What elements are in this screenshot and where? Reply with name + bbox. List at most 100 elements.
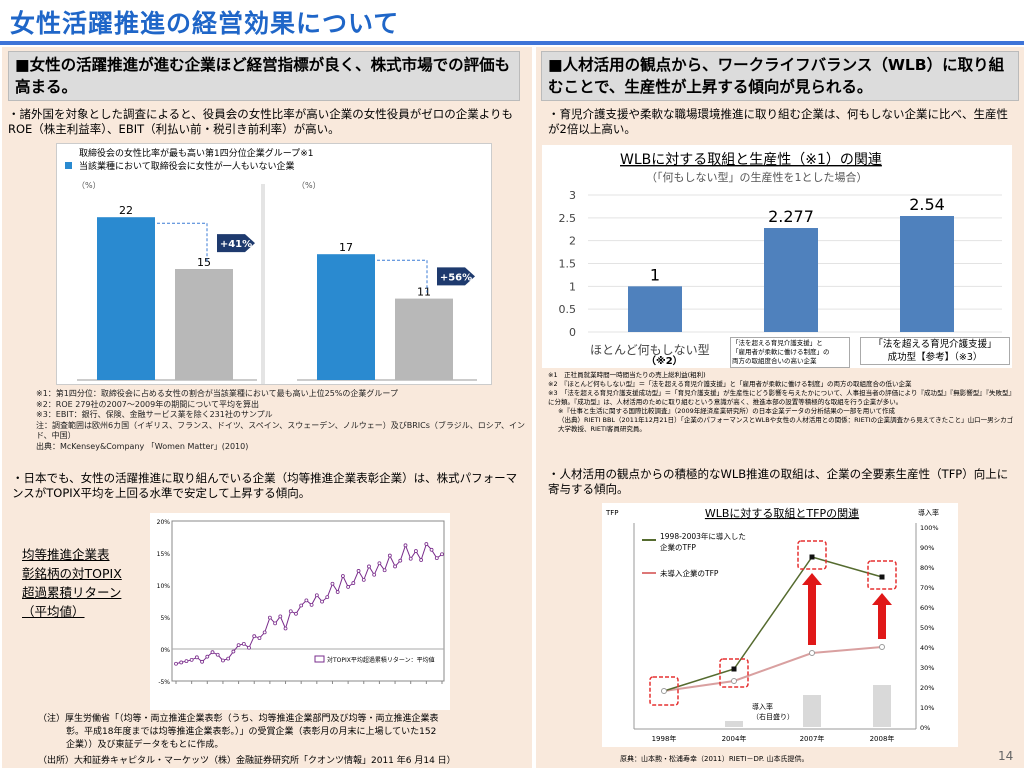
note-2: ※2：ROE 279社の2007～2009年の期間について平均を算出: [36, 399, 259, 409]
productivity-ytick: 1.5: [559, 258, 577, 271]
category-3-line-1: 「法を超える育児介護支援」: [873, 339, 997, 350]
right-unit: （%）: [297, 181, 321, 190]
right-gain-label: +56%: [440, 272, 472, 283]
topix-point: [179, 660, 184, 665]
tfp-right-tick: 30%: [920, 664, 934, 672]
tfp-highlight-box: [867, 560, 897, 590]
productivity-ytick: 3: [569, 189, 576, 202]
tfp-chart: WLBに対する取組とTFPの関連 TFP 導入率 100% 90% 80% 70% 60…: [602, 503, 958, 747]
productivity-ytick: 1: [569, 280, 576, 293]
topix-point: [335, 590, 340, 594]
right-note-1: ※1 正社員就業時間一時間当たりの売上総利益(粗利): [548, 371, 706, 379]
caption-line-2: 彰銘柄の対TOPIX: [22, 566, 122, 581]
right-bullet-1: ・育児介護支援や柔軟な職場環境推進に取り組む企業は、何もしない企業に比べ、生産性…: [548, 107, 1008, 136]
tfp-right-tick: 50%: [920, 624, 934, 632]
topix-point: [299, 603, 304, 608]
tfp-xtick: 2007年: [800, 734, 825, 743]
tfp-increase-arrow: [802, 573, 822, 645]
tfp-adoption-bar: [803, 695, 821, 727]
tfp-point-nonadopter: [809, 650, 815, 656]
productivity-chart: WLBに対する取組と生産性（※1）の関連 （「何もしない型」の生産性を1とした場…: [542, 145, 1012, 368]
tfp-right-tick: 40%: [920, 644, 934, 652]
category-1-label: ほとんど何もしない型: [590, 343, 710, 357]
tfp-highlight-box: [719, 658, 749, 688]
topix-point: [278, 614, 283, 619]
tfp-right-tick: 80%: [920, 564, 934, 572]
tfp-line-nonadopter: [663, 646, 883, 692]
tfp-highlight-box: [797, 540, 827, 570]
topix-point: [346, 585, 351, 589]
topix-point: [408, 556, 413, 561]
tfp-point-adopter: [879, 574, 885, 580]
tfp-point-nonadopter: [731, 678, 737, 684]
topix-point: [210, 650, 215, 655]
left-bullet-2: ・日本でも、女性の活躍推進に取り組んでいる企業（均等推進企業表彰企業）は、株式パ…: [12, 471, 518, 500]
page-title: 女性活躍推進の経営効果について: [10, 9, 400, 38]
caption-line-1: 均等推進企業表: [22, 547, 110, 562]
tfp-right-tick: 60%: [920, 604, 934, 612]
right-source: 原典：山本勲・松浦寿幸（2011）RIETI－DP. 山本氏提供。: [620, 755, 809, 763]
topix-point: [429, 547, 434, 552]
left-footnote: （注）厚生労働省「（均等・両立推進企業表彰（うち、均等推進企業部門及び均等・両立…: [38, 713, 498, 752]
left-bar-1: [97, 217, 155, 380]
topix-point: [304, 598, 309, 603]
topix-legend: 対TOPIX平均超過累積リターン：平均値: [327, 656, 435, 664]
topix-point: [174, 661, 178, 666]
left-source: （出所）大和証券キャピタル・マーケッツ（株）金融証券研究所「クオンツ情報」201…: [38, 756, 456, 766]
topix-point: [309, 602, 314, 607]
productivity-svg: WLBに対する取組と生産性（※1）の関連 （「何もしない型」の生産性を1とした場…: [559, 152, 1002, 367]
tfp-xtick: 1998年: [652, 734, 677, 743]
left-bullet-1: ・諸外国を対象とした調査によると、役員会の女性比率が高い企業の女性役員がゼロの企…: [8, 107, 513, 136]
topix-point: [194, 655, 199, 660]
topix-ytick: 0%: [160, 647, 170, 654]
topix-point: [403, 543, 408, 548]
tfp-right-tick: 90%: [920, 544, 934, 552]
left-bar-1-label: 22: [119, 204, 133, 217]
right-note-2: ※2 『ほとんど何もしない型』＝「法を超える育児介護支援」と「雇用者が柔軟に働け…: [548, 380, 912, 388]
productivity-bar-3-label: 2.54: [909, 195, 945, 214]
topix-point: [252, 634, 257, 639]
topix-point: [241, 641, 246, 646]
topix-point: [367, 564, 371, 569]
left-gain-connector: [157, 222, 208, 263]
topix-point: [325, 595, 330, 600]
topix-ytick: 20%: [157, 519, 171, 526]
tfp-point-nonadopter: [661, 688, 667, 694]
tfp-legend-1-line-1: 1998-2003年に導入した: [660, 531, 746, 541]
category-1-note: （※2）: [646, 354, 683, 367]
right-bar-1-label: 17: [339, 241, 353, 254]
topix-point: [294, 611, 298, 616]
footnote-1: （注）厚生労働省「（均等・両立推進企業表彰（うち、均等推進企業部門及び均等・両立…: [38, 714, 439, 724]
topix-point: [257, 636, 262, 641]
tfp-right-tick: 70%: [920, 584, 934, 592]
topix-svg: 20% 15% 10% 5% 0% -5% 対TOPIX平均超過累積リターン：平均値: [157, 519, 445, 686]
tfp-point-adopter: [809, 554, 815, 560]
tfp-point-nonadopter: [879, 644, 885, 650]
tfp-ylabel-left: TFP: [605, 509, 619, 517]
legend-line-1: 取締役会の女性比率が最も高い第1四分位企業グループ※1: [79, 147, 313, 159]
topix-ytick: 15%: [157, 551, 171, 558]
topix-point: [419, 558, 424, 562]
topix-point: [377, 561, 382, 566]
category-3-line-2: 成功型【参考】（※3）: [887, 352, 983, 363]
topix-point: [356, 569, 361, 573]
topix-point: [398, 558, 403, 563]
topix-point: [215, 652, 220, 657]
tfp-legend-2: 未導入企業のTFP: [660, 568, 719, 578]
topix-point: [231, 649, 236, 654]
productivity-subtitle: （「何もしない型」の生産性を1とした場合）: [646, 170, 868, 184]
topix-point: [330, 581, 335, 586]
topix-point: [221, 658, 225, 663]
tfp-highlight-box: [649, 676, 679, 706]
topix-point: [262, 630, 267, 635]
topix-point: [387, 553, 392, 558]
note-3: ※3：EBIT：銀行、保険、金融サービス業を除く231社のサンプル: [36, 410, 273, 419]
right-bar-1: [317, 254, 375, 380]
footnote-2: 彰。平成18年度までは均等推進企業表彰。）」の受賞企業（表彰月の月末に上場してい…: [66, 727, 437, 737]
fig1-source: 出典：McKensey&Company 「Women Matter」(2010): [36, 441, 249, 451]
board-ratio-figure: 取締役会の女性比率が最も高い第1四分位企業グループ※1 当該業種において取締役会…: [56, 143, 492, 385]
note-4: 注：調査範囲は欧州6カ国（イギリス、フランス、ドイツ、スペイン、スウェーデン、ノ…: [36, 420, 525, 441]
topix-point: [434, 556, 439, 561]
topix-point: [236, 643, 241, 648]
topix-point: [440, 552, 444, 557]
